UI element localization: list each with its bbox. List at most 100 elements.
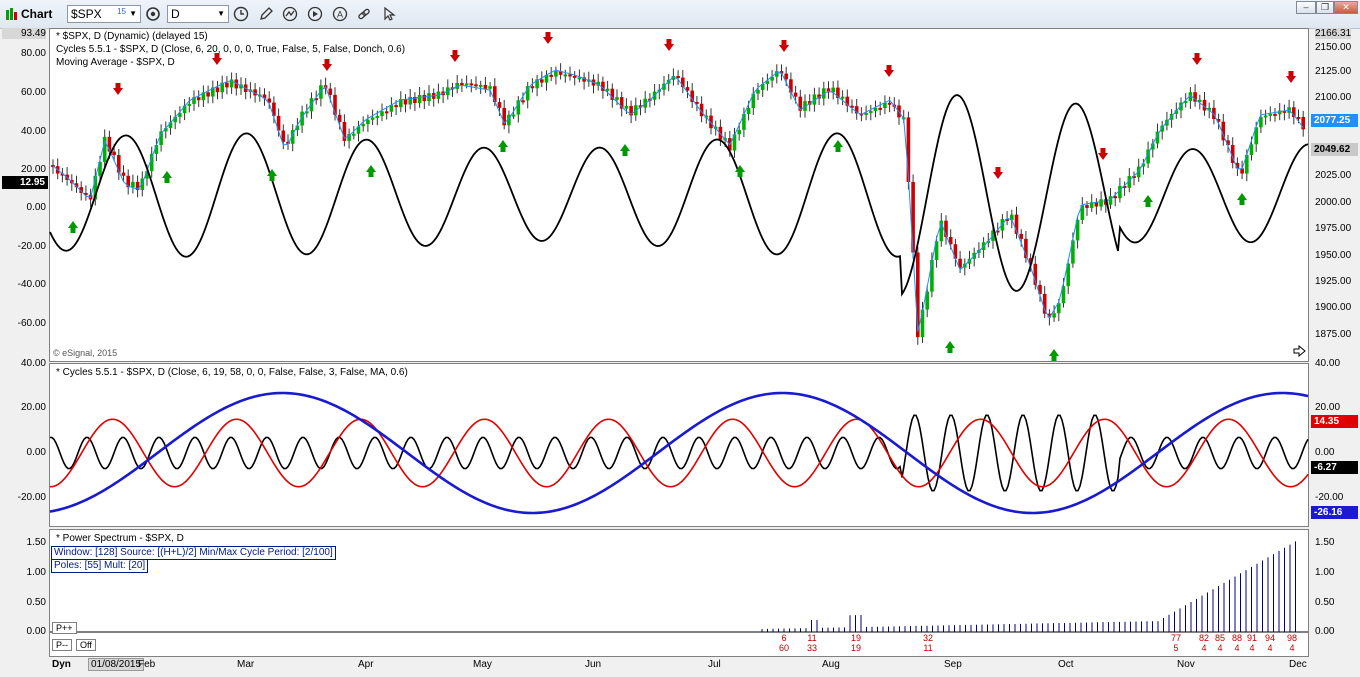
chevron-down-icon[interactable]: ▼ bbox=[217, 9, 225, 18]
price-candle bbox=[850, 105, 854, 108]
spectrum-off-button[interactable]: Off bbox=[76, 639, 96, 651]
spectrum-left-axis-label: 1.50 bbox=[26, 537, 46, 548]
sell-signal-arrow bbox=[779, 40, 789, 52]
sell-signal-arrow bbox=[1286, 71, 1296, 83]
price-candle bbox=[84, 192, 88, 195]
price-candle bbox=[131, 181, 135, 188]
interval-clock-icon[interactable] bbox=[232, 5, 250, 23]
buy-signal-arrow bbox=[267, 169, 277, 181]
cursor-icon[interactable] bbox=[380, 5, 398, 23]
price-candle bbox=[1216, 119, 1221, 122]
price-candle bbox=[732, 134, 737, 151]
price-candle bbox=[380, 111, 384, 116]
price-candle bbox=[347, 133, 351, 141]
price-pane[interactable] bbox=[49, 28, 1309, 362]
spectrum-left-axis-label: 0.00 bbox=[26, 626, 46, 637]
price-candle bbox=[1028, 258, 1033, 264]
sell-signal-arrow bbox=[884, 65, 894, 77]
price-candle bbox=[1066, 263, 1070, 287]
price-candle bbox=[276, 115, 281, 131]
price-candle bbox=[737, 129, 741, 135]
price-candle bbox=[1207, 107, 1211, 111]
price-left-axis-label: -60.00 bbox=[17, 318, 46, 329]
price-candle bbox=[746, 108, 751, 114]
price-candle bbox=[314, 98, 318, 101]
draw-pencil-icon[interactable] bbox=[257, 5, 275, 23]
price-candle bbox=[234, 79, 239, 89]
chevron-down-icon[interactable]: ▼ bbox=[129, 9, 137, 18]
play-icon[interactable] bbox=[306, 5, 324, 23]
scroll-to-end-icon[interactable] bbox=[1293, 344, 1307, 358]
sell-signal-arrow bbox=[1098, 148, 1108, 160]
spectrum-right-axis-label: 0.50 bbox=[1315, 597, 1335, 608]
alert-icon[interactable]: A bbox=[331, 5, 349, 23]
price-candle bbox=[201, 92, 206, 101]
price-candle bbox=[709, 115, 713, 129]
price-candle bbox=[817, 94, 821, 99]
price-candle bbox=[229, 79, 234, 88]
spectrum-peak-strength: 19 bbox=[850, 643, 861, 653]
price-left-axis-label: 0.00 bbox=[26, 202, 46, 213]
buy-signal-arrow bbox=[945, 341, 955, 353]
price-candle bbox=[1301, 116, 1305, 130]
price-candle bbox=[394, 105, 398, 108]
interval-select[interactable]: D ▼ bbox=[167, 5, 229, 23]
price-left-axis-label: -20.00 bbox=[17, 241, 46, 252]
price-candle bbox=[1226, 140, 1230, 145]
poles-increase-button[interactable]: P++ bbox=[52, 622, 77, 634]
price-candle bbox=[1174, 110, 1179, 114]
price-left-axis-label: 93.49 bbox=[2, 28, 46, 39]
price-candle bbox=[662, 83, 666, 90]
price-legend-ma: Moving Average - $SPX, D bbox=[56, 57, 175, 68]
spectrum-peak-period: 19 bbox=[850, 633, 861, 643]
price-candle bbox=[1282, 110, 1287, 113]
minimize-button[interactable]: – bbox=[1296, 1, 1316, 14]
axis-mode-label[interactable]: Dyn bbox=[52, 659, 71, 670]
price-candle bbox=[549, 74, 553, 77]
price-candle bbox=[887, 102, 892, 105]
link-chain-icon[interactable] bbox=[355, 5, 373, 23]
last-price-tag: 2077.25 bbox=[1311, 114, 1358, 127]
price-candle bbox=[690, 90, 694, 102]
restore-button[interactable]: ❐ bbox=[1316, 1, 1334, 14]
month-label: Oct bbox=[1058, 659, 1074, 670]
price-candle bbox=[135, 181, 140, 191]
spectrum-right-axis-label: 1.00 bbox=[1315, 567, 1335, 578]
price-candle bbox=[803, 101, 807, 111]
price-candle bbox=[784, 73, 788, 80]
poles-decrease-button[interactable]: P-- bbox=[52, 639, 72, 651]
cycles-pane[interactable] bbox=[49, 364, 1309, 526]
price-candle bbox=[164, 128, 168, 132]
price-candle bbox=[1010, 214, 1014, 221]
month-label: Apr bbox=[358, 659, 374, 670]
month-label: Nov bbox=[1177, 659, 1195, 670]
price-candle bbox=[1141, 163, 1146, 167]
price-right-axis-label: 1975.00 bbox=[1315, 223, 1352, 234]
window-title: Chart bbox=[21, 7, 53, 21]
price-candle bbox=[121, 172, 126, 176]
price-candle bbox=[1089, 202, 1094, 208]
price-right-axis-label: 1875.00 bbox=[1315, 329, 1352, 340]
price-candle bbox=[173, 116, 177, 123]
price-candle bbox=[1104, 199, 1108, 205]
study-icon[interactable] bbox=[281, 5, 299, 23]
price-candle bbox=[525, 86, 530, 101]
buy-signal-arrow bbox=[1143, 195, 1153, 207]
price-candle bbox=[779, 71, 784, 74]
spectrum-right-axis-label: 0.00 bbox=[1315, 626, 1335, 637]
symbol-settings-icon[interactable] bbox=[144, 5, 162, 23]
price-candle bbox=[563, 74, 568, 77]
price-candle bbox=[333, 94, 337, 115]
price-candle bbox=[554, 71, 558, 77]
symbol-input[interactable]: $SPX 15 ▼ bbox=[67, 5, 141, 23]
sell-signal-arrow bbox=[212, 53, 222, 65]
price-candle bbox=[149, 153, 154, 172]
price-candle bbox=[460, 83, 464, 86]
price-candle bbox=[601, 81, 605, 91]
close-button[interactable]: ✕ bbox=[1334, 1, 1358, 14]
price-candle bbox=[1113, 196, 1117, 199]
spectrum-peak-period: 91 bbox=[1246, 633, 1257, 643]
sell-signal-arrow bbox=[543, 32, 553, 44]
price-candle bbox=[770, 76, 774, 81]
spectrum-peak-strength: 4 bbox=[1289, 643, 1295, 653]
